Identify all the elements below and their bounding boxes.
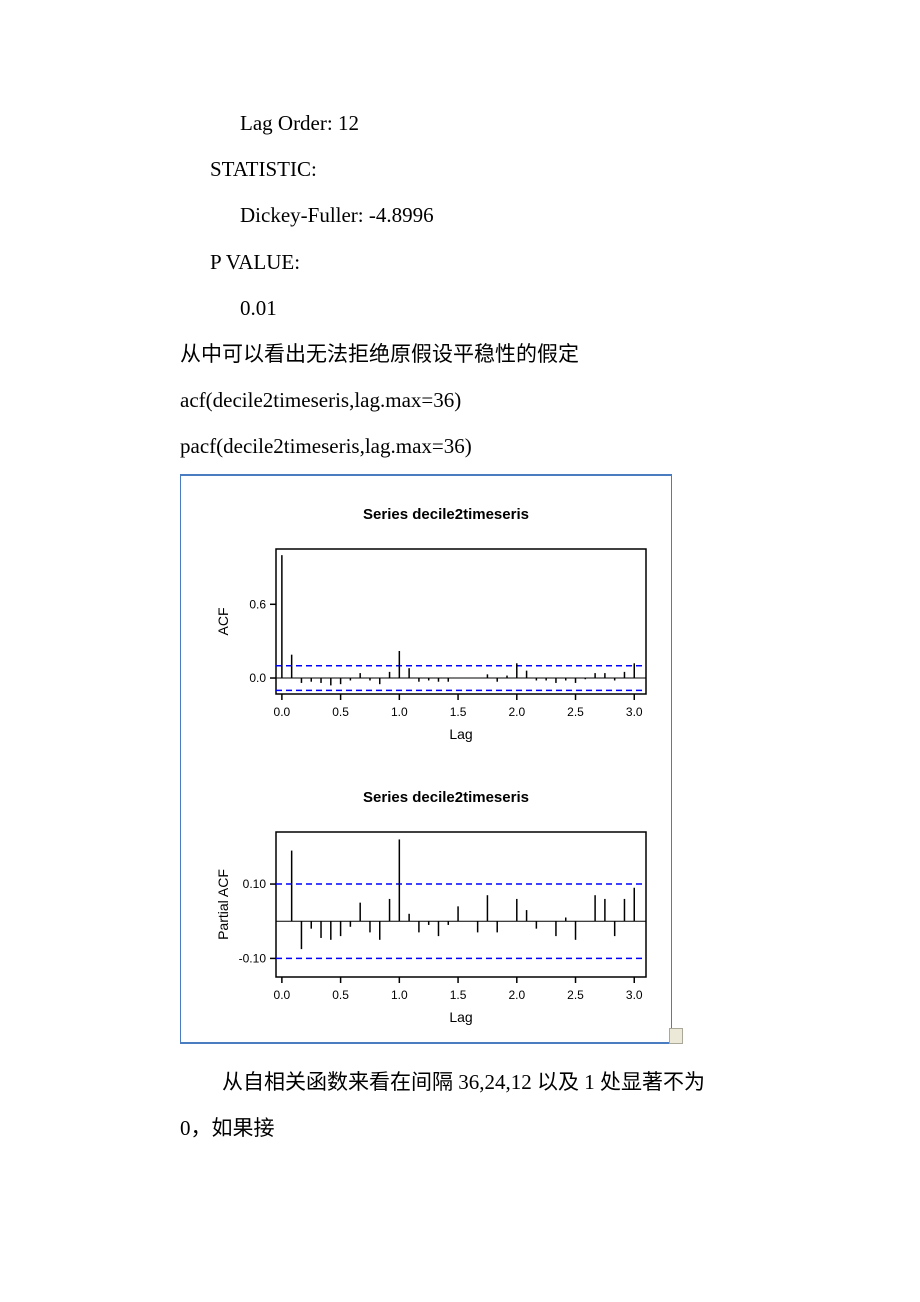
- svg-text:3.0: 3.0: [626, 705, 643, 719]
- pvalue: 0.01: [180, 285, 740, 331]
- svg-text:2.0: 2.0: [508, 705, 525, 719]
- svg-text:-0.10: -0.10: [239, 951, 267, 965]
- svg-text:3.0: 3.0: [626, 988, 643, 1002]
- acf-plot-title: Series decile2timeseris: [231, 498, 661, 531]
- svg-text:0.10: 0.10: [243, 877, 267, 891]
- pacf-plot: 0.0 0.5 1.0 1.5 2.0 2.5 3.0 -0.10 0.10 Lag Partial…: [191, 822, 661, 1032]
- svg-text:0.5: 0.5: [332, 988, 349, 1002]
- svg-text:1.0: 1.0: [391, 705, 408, 719]
- svg-text:2.5: 2.5: [567, 705, 584, 719]
- acf-plot: 0.0 0.5 1.0 1.5 2.0 2.5 3.0 0.0 0.6 Lag ACF: [191, 539, 661, 749]
- acf-plot-panel: Series decile2timeseris 0.0 0.5 1.0 1.5 2.0 2…: [181, 498, 671, 759]
- svg-text:2.0: 2.0: [508, 988, 525, 1002]
- svg-text:ACF: ACF: [215, 607, 231, 635]
- dickey-fuller-value: Dickey-Fuller: -4.8996: [180, 192, 740, 238]
- scrollbar-arrow-icon: [669, 1028, 683, 1044]
- svg-text:0.5: 0.5: [332, 705, 349, 719]
- pacf-plot-panel: Series decile2timeseris 0.0 0.5 1.0 1.5 2.0 2…: [181, 781, 671, 1042]
- svg-text:2.5: 2.5: [567, 988, 584, 1002]
- pacf-code-line: pacf(decile2timeseris,lag.max=36): [180, 423, 740, 469]
- svg-text:1.5: 1.5: [450, 988, 467, 1002]
- svg-text:0.0: 0.0: [274, 988, 291, 1002]
- pacf-plot-title: Series decile2timeseris: [231, 781, 661, 814]
- plot-window-frame: Series decile2timeseris 0.0 0.5 1.0 1.5 2.0 2…: [180, 474, 672, 1044]
- svg-text:Partial ACF: Partial ACF: [215, 869, 231, 940]
- svg-text:Lag: Lag: [449, 726, 472, 742]
- svg-text:Lag: Lag: [449, 1009, 472, 1025]
- conclusion-paragraph: 从自相关函数来看在间隔 36,24,12 以及 1 处显著不为 0，如果接: [180, 1059, 740, 1151]
- svg-text:0.6: 0.6: [249, 597, 266, 611]
- stationarity-note: 从中可以看出无法拒绝原假设平稳性的假定: [180, 331, 740, 377]
- svg-text:1.0: 1.0: [391, 988, 408, 1002]
- pvalue-label: P VALUE:: [180, 239, 740, 285]
- svg-text:0.0: 0.0: [249, 671, 266, 685]
- svg-text:0.0: 0.0: [274, 705, 291, 719]
- acf-code-line: acf(decile2timeseris,lag.max=36): [180, 377, 740, 423]
- svg-text:1.5: 1.5: [450, 705, 467, 719]
- statistic-label: STATISTIC:: [180, 146, 740, 192]
- lag-order-line: Lag Order: 12: [180, 100, 740, 146]
